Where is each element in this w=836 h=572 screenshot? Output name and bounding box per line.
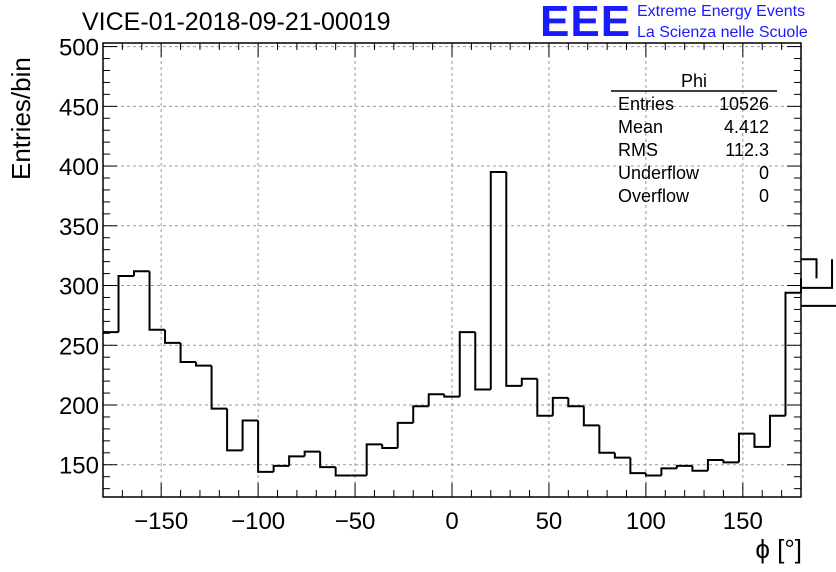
stats-label: Entries <box>618 94 674 114</box>
histogram-bin <box>319 451 336 469</box>
histogram-bin <box>536 378 553 417</box>
histogram-bin <box>443 394 460 398</box>
x-tick-label: 150 <box>723 508 763 535</box>
histogram-bin <box>505 172 522 387</box>
y-tick-label: 400 <box>59 154 99 181</box>
histogram-bin <box>195 361 212 367</box>
histogram-bin <box>660 467 677 476</box>
y-axis-label: Entries/bin <box>6 57 36 180</box>
y-tick-label: 200 <box>59 393 99 420</box>
logo-line-1: Extreme Energy Events <box>637 3 806 20</box>
chart-title: VICE-01-2018-09-21-00019 <box>82 8 391 36</box>
histogram-bin <box>520 377 538 386</box>
stats-label: Overflow <box>618 186 690 206</box>
x-axis-label: ϕ [°] <box>755 534 802 564</box>
stats-label: Mean <box>618 117 663 137</box>
stats-value: 0 <box>759 186 769 206</box>
histogram-bin <box>458 331 476 397</box>
x-tick-label: −50 <box>335 508 376 535</box>
histogram-bin <box>801 258 818 279</box>
y-tick-label: 450 <box>59 94 99 121</box>
histogram-bin <box>737 432 755 463</box>
x-tick-label: −100 <box>231 508 285 535</box>
histogram-bin <box>427 393 445 407</box>
histogram-bin <box>784 291 801 416</box>
y-tick-label: 250 <box>59 333 99 360</box>
histogram-bin <box>381 444 398 450</box>
histogram-bin <box>179 342 197 363</box>
logo-line-2: La Scienza nelle Scuole <box>637 24 808 41</box>
histogram-bin <box>706 458 724 471</box>
stats-value: 4.412 <box>724 117 769 137</box>
histogram-bin <box>567 397 584 408</box>
histogram-bin <box>210 365 228 410</box>
histogram-bin <box>148 271 166 331</box>
histogram-bin <box>722 459 739 464</box>
histogram-bin <box>133 270 150 276</box>
stats-label: RMS <box>618 140 658 160</box>
y-tick-label: 350 <box>59 214 99 241</box>
histogram-bin <box>768 414 786 447</box>
stats-label: Underflow <box>618 163 700 183</box>
axis-ticks <box>102 43 802 497</box>
histogram-bin <box>644 473 662 477</box>
y-tick-label: 500 <box>59 35 99 62</box>
histogram-bin <box>598 425 615 454</box>
histogram-bin <box>551 396 569 416</box>
stats-box: Phi Entries 10526 Mean 4.412 RMS 112.3 Underflo… <box>611 71 777 206</box>
histogram-bin <box>489 171 507 390</box>
histogram-bin <box>582 406 600 427</box>
stats-value: 10526 <box>719 94 769 114</box>
histogram-bin <box>613 452 631 459</box>
histogram-bin <box>474 332 491 391</box>
histogram-bin <box>257 420 274 473</box>
histogram-bin <box>396 421 414 449</box>
grid-lines <box>103 43 801 497</box>
histogram-bin <box>801 259 834 289</box>
histogram-bin <box>226 408 243 452</box>
y-tick-label: 150 <box>59 453 99 480</box>
tick-labels: −150 −100 −50 0 50 100 150 150 200 250 300 350 400 45… <box>59 35 763 535</box>
histogram-bin <box>272 464 290 472</box>
histogram-bin <box>117 274 135 333</box>
histogram-bin <box>801 304 836 307</box>
stats-title: Phi <box>681 71 707 91</box>
eee-logo: EEE <box>540 0 632 46</box>
histogram-series <box>103 171 836 477</box>
x-tick-label: 100 <box>626 508 666 535</box>
histogram-bin <box>288 455 305 466</box>
histogram-bin <box>691 465 708 472</box>
histogram-bin <box>164 329 181 344</box>
y-tick-label: 300 <box>59 274 99 301</box>
histogram-bin <box>629 457 646 475</box>
histogram-bin <box>675 464 693 469</box>
histogram-bin <box>303 450 321 457</box>
x-tick-label: −150 <box>134 508 188 535</box>
histogram-bin <box>753 433 770 448</box>
x-tick-label: 0 <box>445 508 458 535</box>
histogram-bin <box>241 419 259 451</box>
histogram-bin <box>412 405 429 423</box>
histogram-bin <box>365 443 383 476</box>
x-tick-label: 50 <box>536 508 563 535</box>
histogram-bin <box>334 467 352 477</box>
stats-value: 0 <box>759 163 769 183</box>
stats-value: 112.3 <box>725 140 769 160</box>
